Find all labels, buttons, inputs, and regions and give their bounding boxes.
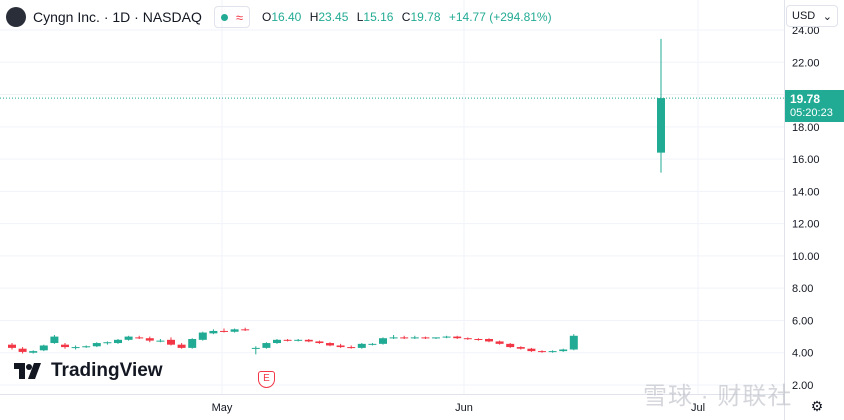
candle-body bbox=[336, 345, 345, 348]
earnings-marker[interactable]: E bbox=[258, 371, 275, 388]
candle-body bbox=[304, 339, 313, 342]
y-tick-label: 12.00 bbox=[792, 219, 820, 231]
change-value: +14.77 (+294.81%) bbox=[448, 10, 552, 24]
candle-body bbox=[92, 343, 101, 347]
y-tick-label: 16.00 bbox=[792, 154, 820, 166]
candle-body bbox=[548, 351, 557, 353]
candle-body bbox=[273, 339, 281, 344]
candle-body bbox=[527, 348, 536, 352]
candle-body bbox=[368, 343, 377, 345]
gear-icon[interactable]: ⚙ bbox=[810, 398, 824, 414]
candle-body bbox=[124, 336, 133, 340]
candle-body bbox=[347, 347, 356, 349]
candle-body bbox=[29, 351, 38, 353]
candle-body bbox=[71, 347, 80, 349]
candle-body bbox=[326, 343, 334, 346]
candle-body bbox=[230, 329, 239, 332]
y-tick-label: 18.00 bbox=[792, 122, 820, 134]
market-open-dot-icon bbox=[220, 13, 228, 21]
candle-body bbox=[294, 339, 303, 341]
candle-body bbox=[495, 341, 504, 344]
symbol-title[interactable]: Cyngn Inc. · 1D · NASDAQ bbox=[33, 9, 202, 25]
candle-body bbox=[50, 336, 59, 344]
candle-body bbox=[103, 342, 112, 344]
high-value: 23.45 bbox=[318, 10, 349, 24]
x-tick-label: May bbox=[212, 402, 233, 414]
open-value: 16.40 bbox=[271, 10, 302, 24]
x-tick-label: Jul bbox=[691, 402, 705, 414]
candle-body bbox=[410, 337, 419, 339]
chart-legend: Cyngn Inc. · 1D · NASDAQ ≈ O16.40 H23.45… bbox=[6, 6, 552, 28]
approx-icon: ≈ bbox=[235, 9, 243, 25]
y-tick-label: 14.00 bbox=[792, 186, 820, 198]
candle-body bbox=[135, 337, 144, 339]
y-tick-label: 6.00 bbox=[792, 315, 813, 327]
candle-body bbox=[389, 337, 398, 339]
candle-body bbox=[657, 98, 665, 153]
candle-body bbox=[198, 332, 207, 340]
market-status[interactable]: ≈ bbox=[213, 6, 250, 28]
y-tick-label: 10.00 bbox=[792, 251, 820, 263]
currency-select[interactable]: USD ⌄ bbox=[786, 5, 838, 27]
candle-body bbox=[432, 337, 440, 339]
candle-body bbox=[516, 347, 525, 349]
price-axis: 2.00 4.00 6.00 8.00 10.00 12.00 14.00 16.00 18.0… bbox=[792, 25, 820, 392]
candle-body bbox=[262, 343, 271, 348]
candle-body bbox=[167, 339, 175, 345]
tradingview-icon bbox=[14, 363, 41, 379]
candle-body bbox=[114, 339, 122, 344]
candle-body bbox=[357, 343, 366, 348]
candle-body bbox=[145, 338, 154, 341]
candle-body bbox=[538, 351, 546, 353]
candle-body bbox=[220, 330, 228, 332]
close-value: 19.78 bbox=[410, 10, 441, 24]
candle-body bbox=[8, 344, 16, 348]
tradingview-wordmark: TradingView bbox=[51, 360, 163, 381]
candle-body bbox=[506, 343, 515, 348]
y-tick-label: 8.00 bbox=[792, 283, 813, 295]
candle-body bbox=[188, 339, 197, 348]
bar-countdown: 05:20:23 bbox=[790, 107, 833, 119]
candle-body bbox=[442, 336, 451, 338]
candle-body bbox=[18, 348, 27, 352]
candle-body bbox=[474, 339, 483, 341]
candle-body bbox=[61, 344, 69, 348]
candle-body bbox=[421, 337, 430, 339]
watermark: 雪球 · 财联社 bbox=[643, 383, 793, 410]
last-price-tag: 19.78 05:20:23 bbox=[785, 90, 844, 122]
y-tick-label: 2.00 bbox=[792, 380, 813, 392]
chart-grid bbox=[0, 0, 784, 394]
low-value: 15.16 bbox=[363, 10, 394, 24]
y-tick-label: 4.00 bbox=[792, 348, 813, 360]
candle-body bbox=[39, 345, 48, 351]
candle-body bbox=[379, 338, 387, 344]
candle-body bbox=[177, 344, 186, 348]
candle-body bbox=[463, 338, 472, 340]
x-tick-label: Jun bbox=[455, 402, 473, 414]
tradingview-logo[interactable]: TradingView bbox=[14, 360, 163, 382]
currency-label: USD bbox=[792, 10, 816, 22]
time-axis: May Jun Jul bbox=[212, 402, 705, 414]
candle-body bbox=[453, 336, 462, 339]
symbol-logo-icon bbox=[6, 7, 26, 27]
y-tick-label: 22.00 bbox=[792, 57, 820, 69]
chevron-down-icon: ⌄ bbox=[822, 10, 832, 23]
candle-body bbox=[569, 335, 578, 350]
candle-body bbox=[251, 347, 260, 349]
candle-body bbox=[559, 349, 568, 352]
candle-body bbox=[283, 339, 292, 341]
ohlc-values: O16.40 H23.45 L15.16 C19.78 +14.77 (+294… bbox=[261, 10, 552, 24]
candle-body bbox=[82, 346, 91, 348]
candle-body bbox=[241, 329, 250, 331]
y-tick-label: 24.00 bbox=[792, 25, 820, 37]
candle-body bbox=[209, 330, 218, 334]
candles bbox=[8, 38, 665, 355]
candle-body bbox=[156, 340, 165, 342]
candle-body bbox=[485, 339, 493, 342]
candle-body bbox=[315, 341, 324, 344]
last-price-value: 19.78 bbox=[790, 92, 821, 106]
candle-body bbox=[400, 337, 409, 339]
